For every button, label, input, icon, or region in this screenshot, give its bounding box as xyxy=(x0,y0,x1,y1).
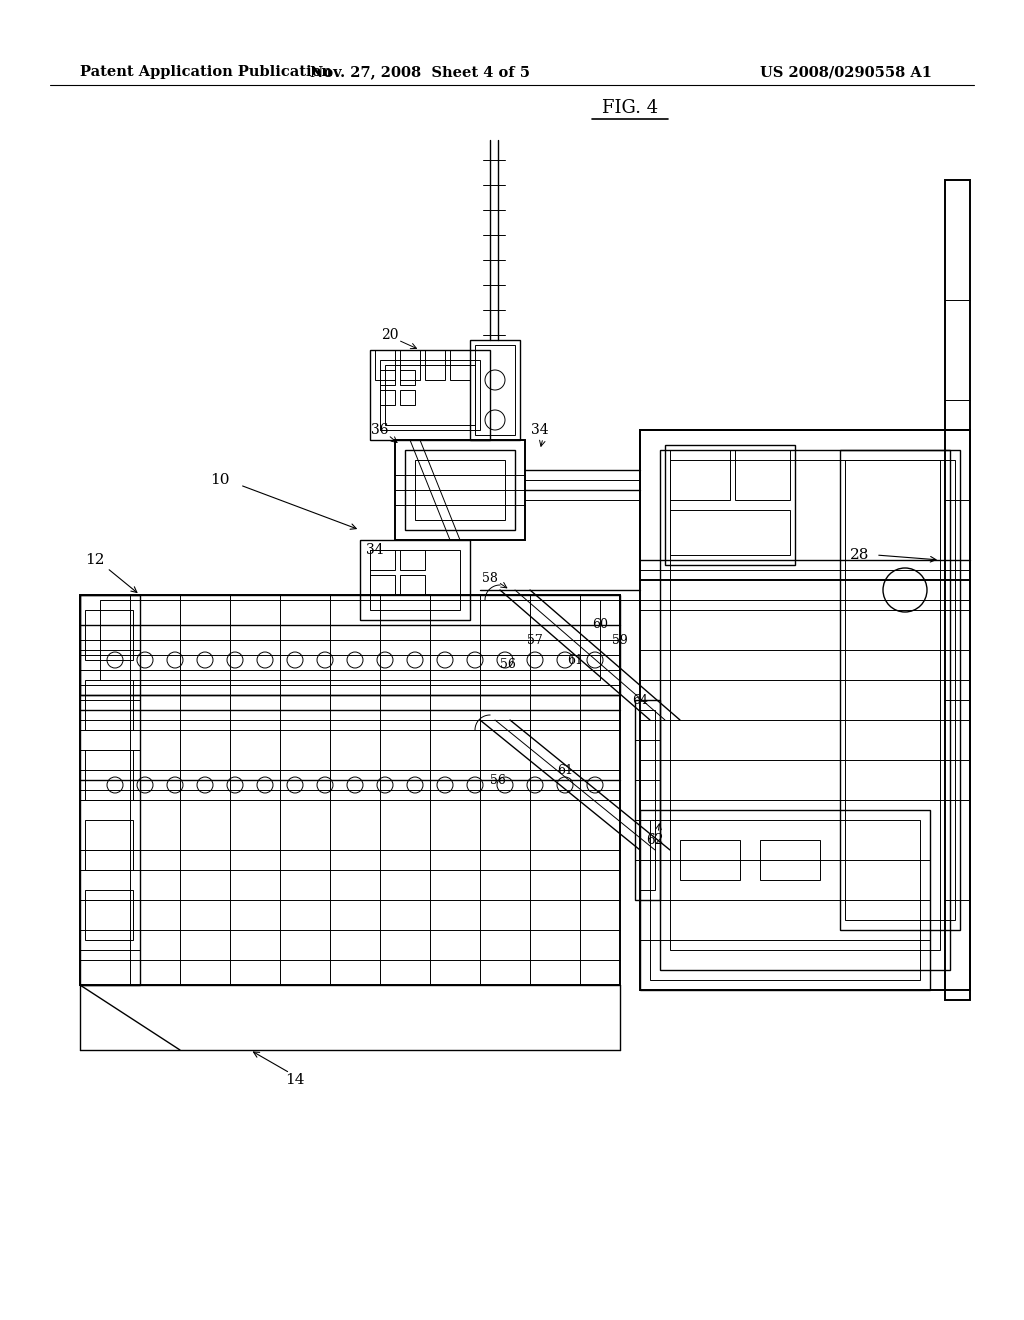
Bar xyxy=(660,450,950,970)
Bar xyxy=(380,389,395,405)
Bar xyxy=(370,550,460,610)
Text: 57: 57 xyxy=(527,634,543,647)
Text: 60: 60 xyxy=(592,619,608,631)
Bar xyxy=(370,550,395,570)
Bar xyxy=(635,700,660,900)
Bar xyxy=(85,890,133,940)
Bar xyxy=(370,576,395,595)
Bar xyxy=(650,820,920,979)
Text: 34: 34 xyxy=(531,422,549,437)
Bar xyxy=(400,550,425,570)
Bar xyxy=(395,440,525,540)
Bar xyxy=(385,366,475,425)
Bar xyxy=(380,370,395,385)
Bar xyxy=(640,430,970,579)
Bar xyxy=(945,180,970,1001)
Bar xyxy=(80,595,620,696)
Bar xyxy=(415,459,505,520)
Bar xyxy=(760,840,820,880)
Bar xyxy=(85,680,133,730)
Bar xyxy=(370,350,490,440)
Bar xyxy=(406,450,515,531)
Text: 62: 62 xyxy=(646,833,664,847)
Bar xyxy=(360,540,470,620)
Text: 20: 20 xyxy=(381,327,398,342)
Bar xyxy=(470,341,520,440)
Text: 58: 58 xyxy=(482,572,498,585)
Bar xyxy=(400,370,415,385)
Bar xyxy=(640,430,970,990)
Bar xyxy=(670,459,940,950)
Bar xyxy=(665,445,795,565)
Bar xyxy=(450,350,470,380)
Text: 56: 56 xyxy=(490,774,506,787)
Bar xyxy=(735,450,790,500)
Bar xyxy=(670,510,790,554)
Text: 34: 34 xyxy=(367,543,384,557)
Bar xyxy=(475,345,515,436)
Text: FIG. 4: FIG. 4 xyxy=(602,99,657,117)
Text: 64: 64 xyxy=(632,693,648,706)
Text: 36: 36 xyxy=(372,422,389,437)
Text: 59: 59 xyxy=(612,634,628,647)
Text: US 2008/0290558 A1: US 2008/0290558 A1 xyxy=(760,65,932,79)
Bar xyxy=(640,710,655,890)
Text: 56: 56 xyxy=(500,659,516,672)
Text: 28: 28 xyxy=(850,548,869,562)
Bar xyxy=(640,810,930,990)
Bar xyxy=(845,459,955,920)
Text: 12: 12 xyxy=(85,553,104,568)
Text: Nov. 27, 2008  Sheet 4 of 5: Nov. 27, 2008 Sheet 4 of 5 xyxy=(310,65,530,79)
Text: 14: 14 xyxy=(286,1073,305,1086)
Bar xyxy=(425,350,445,380)
Text: Patent Application Publication: Patent Application Publication xyxy=(80,65,332,79)
Bar xyxy=(670,450,730,500)
Bar xyxy=(400,350,420,380)
Bar xyxy=(85,750,133,800)
Bar xyxy=(80,595,620,985)
Bar xyxy=(840,450,961,931)
Bar xyxy=(100,601,600,680)
Bar xyxy=(80,595,140,985)
Bar xyxy=(400,389,415,405)
Bar xyxy=(375,350,395,380)
Bar xyxy=(85,610,133,660)
Text: 61: 61 xyxy=(557,763,573,776)
Bar xyxy=(380,360,480,430)
Text: 10: 10 xyxy=(210,473,229,487)
Bar xyxy=(85,820,133,870)
Text: 61: 61 xyxy=(567,653,583,667)
Bar xyxy=(400,576,425,595)
Bar xyxy=(680,840,740,880)
